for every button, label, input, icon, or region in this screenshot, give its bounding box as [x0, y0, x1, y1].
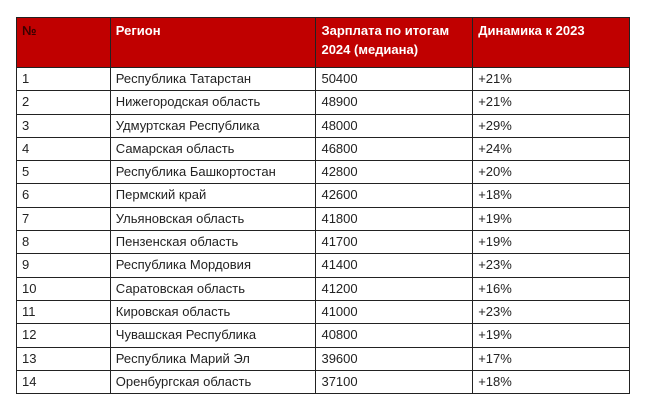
table-row: 13 Республика Марий Эл 39600 +17% [16, 346, 630, 371]
header-dynamics: Динамика к 2023 [472, 17, 630, 68]
table-row: 11 Кировская область 41000 +23% [16, 299, 630, 325]
cell-salary: 41400 [315, 253, 474, 278]
cell-number: 8 [16, 230, 111, 255]
table-row: 4 Самарская область 46800 +24% [16, 136, 630, 162]
cell-number: 14 [16, 369, 111, 395]
table-row: 8 Пензенская область 41700 +19% [16, 230, 630, 255]
table-row: 2 Нижегородская область 48900 +21% [16, 90, 630, 115]
cell-salary: 48900 [315, 90, 474, 115]
cell-number: 1 [16, 66, 111, 92]
cell-salary: 50400 [315, 66, 474, 92]
table-row: 9 Республика Мордовия 41400 +23% [16, 253, 630, 278]
salary-table: № Регион Зарплата по итогам 2024 (медиан… [16, 17, 630, 395]
cell-dynamics: +19% [472, 323, 630, 348]
cell-dynamics: +18% [472, 183, 630, 208]
cell-dynamics: +23% [472, 253, 630, 278]
table-row: 6 Пермский край 42600 +18% [16, 183, 630, 208]
cell-region: Чувашская Республика [109, 323, 317, 348]
cell-number: 4 [16, 136, 111, 162]
cell-number: 10 [16, 276, 111, 301]
table-row: 12 Чувашская Республика 40800 +19% [16, 323, 630, 348]
cell-dynamics: +16% [472, 276, 630, 301]
cell-region: Оренбургская область [109, 369, 317, 395]
cell-number: 2 [16, 90, 111, 115]
cell-salary: 42600 [315, 183, 474, 208]
header-number: № [16, 17, 111, 68]
cell-region: Саратовская область [109, 276, 317, 301]
cell-region: Нижегородская область [109, 90, 317, 115]
cell-number: 7 [16, 206, 111, 232]
table-row: 10 Саратовская область 41200 +16% [16, 276, 630, 301]
cell-dynamics: +21% [472, 66, 630, 92]
table-row: 7 Ульяновская область 41800 +19% [16, 206, 630, 232]
cell-salary: 37100 [315, 369, 474, 395]
cell-number: 9 [16, 253, 111, 278]
cell-region: Кировская область [109, 299, 317, 325]
header-salary: Зарплата по итогам 2024 (медиана) [315, 17, 474, 68]
cell-region: Пермский край [109, 183, 317, 208]
cell-region: Республика Марий Эл [109, 346, 317, 371]
cell-salary: 41000 [315, 299, 474, 325]
cell-region: Республика Мордовия [109, 253, 317, 278]
cell-dynamics: +19% [472, 230, 630, 255]
table-row: 5 Республика Башкортостан 42800 +20% [16, 160, 630, 185]
cell-salary: 48000 [315, 113, 474, 138]
cell-region: Ульяновская область [109, 206, 317, 232]
cell-salary: 46800 [315, 136, 474, 162]
cell-dynamics: +19% [472, 206, 630, 232]
table-row: 1 Республика Татарстан 50400 +21% [16, 66, 630, 92]
cell-dynamics: +23% [472, 299, 630, 325]
cell-salary: 39600 [315, 346, 474, 371]
cell-salary: 41200 [315, 276, 474, 301]
cell-dynamics: +17% [472, 346, 630, 371]
cell-region: Республика Башкортостан [109, 160, 317, 185]
cell-salary: 40800 [315, 323, 474, 348]
cell-region: Самарская область [109, 136, 317, 162]
cell-salary: 42800 [315, 160, 474, 185]
cell-dynamics: +21% [472, 90, 630, 115]
table-row: 3 Удмуртская Республика 48000 +29% [16, 113, 630, 138]
cell-dynamics: +18% [472, 369, 630, 395]
cell-salary: 41700 [315, 230, 474, 255]
cell-number: 6 [16, 183, 111, 208]
cell-number: 11 [16, 299, 111, 325]
header-region: Регион [109, 17, 317, 68]
cell-region: Пензенская область [109, 230, 317, 255]
cell-number: 13 [16, 346, 111, 371]
cell-dynamics: +24% [472, 136, 630, 162]
cell-number: 3 [16, 113, 111, 138]
cell-salary: 41800 [315, 206, 474, 232]
cell-region: Республика Татарстан [109, 66, 317, 92]
cell-number: 12 [16, 323, 111, 348]
cell-dynamics: +20% [472, 160, 630, 185]
cell-number: 5 [16, 160, 111, 185]
cell-dynamics: +29% [472, 113, 630, 138]
header-row: № Регион Зарплата по итогам 2024 (медиан… [16, 17, 630, 68]
cell-region: Удмуртская Республика [109, 113, 317, 138]
table-row: 14 Оренбургская область 37100 +18% [16, 369, 630, 395]
